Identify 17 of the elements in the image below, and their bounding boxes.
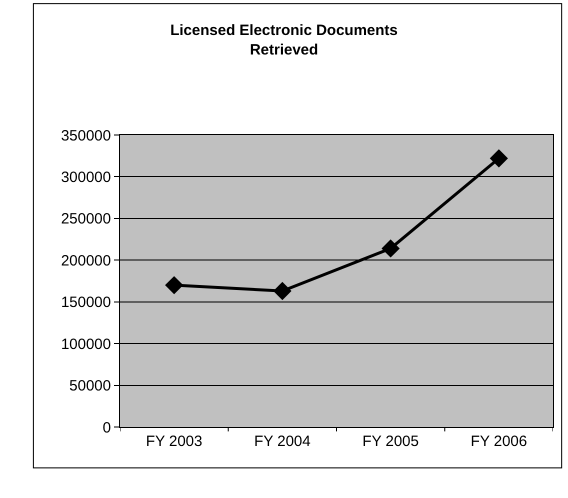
point — [273, 282, 292, 300]
y-tick-label: 250000 — [60, 210, 111, 228]
point — [165, 276, 184, 294]
y-tick-label: 50000 — [69, 378, 111, 395]
y-tick-label: 200000 — [60, 252, 111, 270]
point — [382, 239, 400, 258]
x-tick-label: FY 2005 — [362, 433, 419, 450]
y-tick-label: 0 — [102, 419, 111, 436]
x-tick-label: FY 2003 — [146, 433, 202, 450]
x-tick-label: FY 2006 — [470, 433, 528, 450]
y-tick-label: 100000 — [60, 336, 111, 353]
y-tick-label: 150000 — [60, 294, 111, 312]
x-tick-label: FY 2004 — [254, 433, 311, 450]
point — [490, 149, 508, 168]
y-tick-label: 300000 — [60, 168, 111, 186]
y-tick-label: 350000 — [60, 127, 111, 144]
chart-title: Licensed Electronic Documents Retrieved — [170, 22, 398, 58]
